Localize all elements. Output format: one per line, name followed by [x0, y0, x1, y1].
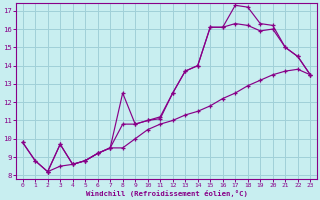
X-axis label: Windchill (Refroidissement éolien,°C): Windchill (Refroidissement éolien,°C) — [85, 190, 247, 197]
